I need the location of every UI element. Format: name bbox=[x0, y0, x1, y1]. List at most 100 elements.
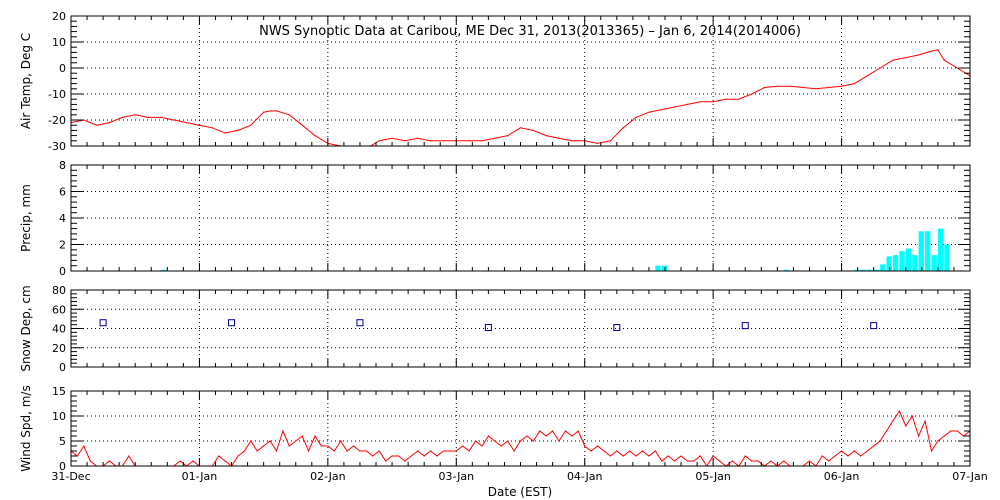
data-point-wind-spd-m-s bbox=[686, 460, 689, 462]
y-tick-label: -30 bbox=[48, 140, 66, 153]
series-line-wind-spd-m-s bbox=[71, 409, 970, 466]
data-point-wind-spd-m-s bbox=[584, 445, 586, 447]
data-point-air-temp-deg-c bbox=[699, 101, 701, 103]
data-point-air-temp-deg-c bbox=[481, 140, 483, 142]
data-point-air-temp-deg-c bbox=[134, 114, 136, 116]
data-point-wind-spd-m-s bbox=[462, 445, 464, 447]
data-point-wind-spd-m-s bbox=[661, 460, 663, 462]
data-point-air-temp-deg-c bbox=[83, 119, 85, 121]
data-point-wind-spd-m-s bbox=[751, 460, 753, 462]
data-point-wind-spd-m-s bbox=[924, 420, 926, 422]
data-point-air-temp-deg-c bbox=[596, 142, 599, 144]
data-point-wind-spd-m-s bbox=[487, 435, 489, 437]
precip-bar bbox=[918, 231, 924, 271]
data-point-wind-spd-m-s bbox=[179, 460, 181, 462]
data-point-wind-spd-m-s bbox=[192, 460, 194, 462]
data-point-wind-spd-m-s bbox=[295, 440, 297, 442]
data-point-wind-spd-m-s bbox=[494, 440, 496, 442]
data-point-wind-spd-m-s bbox=[436, 455, 438, 457]
data-point-wind-spd-m-s bbox=[89, 460, 91, 462]
x-tick-label: 01-Jan bbox=[182, 470, 218, 483]
y-tick-label: 5 bbox=[59, 435, 66, 448]
data-point-air-temp-deg-c bbox=[545, 135, 547, 137]
data-point-wind-spd-m-s bbox=[667, 455, 669, 457]
data-point-wind-spd-m-s bbox=[603, 450, 605, 452]
data-point-air-temp-deg-c bbox=[442, 140, 445, 142]
y-tick-label: 2 bbox=[59, 239, 66, 252]
data-point-air-temp-deg-c bbox=[905, 57, 907, 59]
data-point-wind-spd-m-s bbox=[545, 435, 547, 437]
data-point-wind-spd-m-s bbox=[571, 435, 573, 437]
data-point-air-temp-deg-c bbox=[918, 54, 920, 56]
data-point-wind-spd-m-s bbox=[731, 460, 734, 462]
data-point-wind-spd-m-s bbox=[385, 460, 387, 462]
data-point-wind-spd-m-s bbox=[275, 450, 278, 452]
data-point-air-temp-deg-c bbox=[301, 124, 303, 126]
data-point-air-temp-deg-c bbox=[96, 124, 98, 126]
data-point-wind-spd-m-s bbox=[307, 450, 310, 452]
y-tick-label: 6 bbox=[59, 186, 66, 199]
panel-frame bbox=[70, 390, 971, 467]
data-point-wind-spd-m-s bbox=[609, 455, 612, 457]
data-point-wind-spd-m-s bbox=[905, 425, 907, 427]
data-point-air-temp-deg-c bbox=[930, 50, 933, 52]
y-tick-label: 0 bbox=[59, 265, 66, 278]
data-point-wind-spd-m-s bbox=[256, 450, 258, 452]
data-point-wind-spd-m-s bbox=[853, 450, 856, 452]
data-point-wind-spd-m-s bbox=[352, 445, 355, 447]
y-tick-label: 20 bbox=[52, 342, 66, 355]
data-point-air-temp-deg-c bbox=[956, 67, 958, 69]
data-point-wind-spd-m-s bbox=[378, 450, 380, 452]
data-point-wind-spd-m-s bbox=[455, 450, 457, 452]
x-tick-label: 02-Jan bbox=[310, 470, 346, 483]
data-point-wind-spd-m-s bbox=[340, 440, 342, 442]
data-point-wind-spd-m-s bbox=[481, 445, 483, 447]
precip-bar bbox=[892, 255, 899, 271]
data-point-wind-spd-m-s bbox=[397, 455, 400, 457]
precip-bar bbox=[925, 231, 931, 271]
data-point-wind-spd-m-s bbox=[635, 455, 637, 457]
data-point-air-temp-deg-c bbox=[224, 132, 226, 134]
precip-bar bbox=[783, 269, 790, 271]
precip-bar bbox=[931, 255, 937, 271]
data-point-wind-spd-m-s bbox=[224, 460, 226, 462]
precip-bar bbox=[655, 265, 661, 271]
data-point-air-temp-deg-c bbox=[147, 116, 149, 118]
data-point-wind-spd-m-s bbox=[320, 445, 323, 447]
precip-bar bbox=[886, 256, 892, 271]
y-axis-title-air-temp-deg-c: Air Temp, Deg C bbox=[19, 33, 33, 129]
data-point-wind-spd-m-s bbox=[76, 455, 79, 457]
data-point-wind-spd-m-s bbox=[526, 435, 528, 437]
series-line-air-temp-deg-c bbox=[71, 49, 970, 146]
data-point-wind-spd-m-s bbox=[552, 430, 554, 432]
data-point-air-temp-deg-c bbox=[802, 86, 804, 89]
data-point-air-temp-deg-c bbox=[121, 116, 123, 118]
data-point-wind-spd-m-s bbox=[564, 430, 567, 432]
precip-bar bbox=[860, 269, 867, 271]
data-point-wind-spd-m-s bbox=[237, 455, 239, 457]
data-point-air-temp-deg-c bbox=[815, 88, 817, 90]
y-tick-label: -10 bbox=[48, 88, 66, 101]
data-point-air-temp-deg-c bbox=[250, 124, 252, 126]
data-point-wind-spd-m-s bbox=[500, 445, 502, 447]
data-point-air-temp-deg-c bbox=[943, 59, 945, 61]
data-point-wind-spd-m-s bbox=[513, 450, 515, 452]
data-point-air-temp-deg-c bbox=[185, 122, 188, 124]
data-point-wind-spd-m-s bbox=[860, 455, 862, 457]
data-point-wind-spd-m-s bbox=[840, 450, 843, 452]
data-point-wind-spd-m-s bbox=[250, 440, 252, 442]
data-point-wind-spd-m-s bbox=[918, 435, 920, 437]
y-tick-label: -20 bbox=[48, 114, 66, 127]
data-point-wind-spd-m-s bbox=[108, 460, 111, 462]
data-point-air-temp-deg-c bbox=[712, 101, 714, 103]
data-point-wind-spd-m-s bbox=[449, 450, 451, 452]
data-point-wind-spd-m-s bbox=[821, 455, 823, 457]
data-point-air-temp-deg-c bbox=[468, 140, 470, 142]
y-tick-label: 4 bbox=[59, 212, 66, 225]
data-point-air-temp-deg-c bbox=[417, 137, 419, 139]
data-point-air-temp-deg-c bbox=[622, 127, 624, 129]
x-tick-label: 05-Jan bbox=[695, 470, 731, 483]
data-point-wind-spd-m-s bbox=[937, 440, 939, 442]
data-point-air-temp-deg-c bbox=[558, 137, 560, 139]
data-point-air-temp-deg-c bbox=[430, 140, 432, 142]
